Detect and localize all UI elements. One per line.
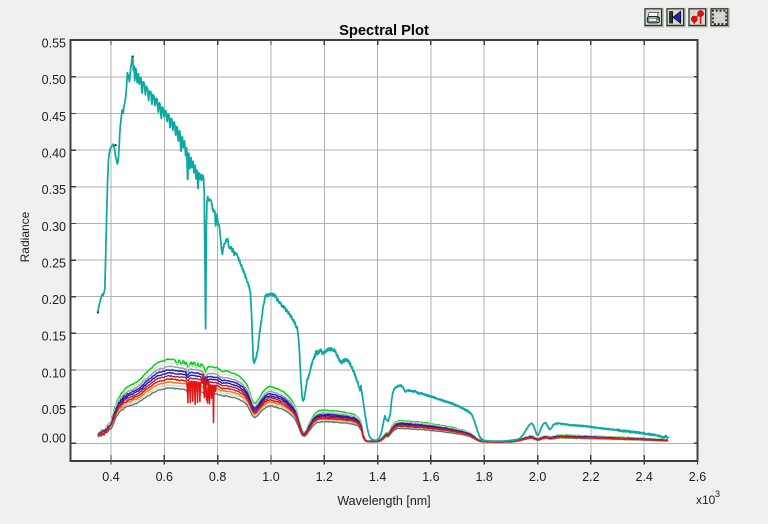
svg-text:1.4: 1.4 [369,470,386,484]
svg-text:0.35: 0.35 [42,183,66,197]
svg-text:0.6: 0.6 [156,470,173,484]
svg-text:2.6: 2.6 [689,470,706,484]
svg-text:0.8: 0.8 [209,470,226,484]
svg-text:0.45: 0.45 [42,110,66,124]
svg-text:0.05: 0.05 [42,403,66,417]
svg-text:0.30: 0.30 [42,220,66,234]
svg-text:0.20: 0.20 [42,293,66,307]
svg-text:0.40: 0.40 [42,147,66,161]
svg-text:Spectral Plot: Spectral Plot [339,23,429,39]
svg-text:0.4: 0.4 [102,470,119,484]
svg-text:1.0: 1.0 [262,470,279,484]
svg-text:1.6: 1.6 [422,470,439,484]
svg-text:0.25: 0.25 [42,256,66,270]
svg-text:0.00: 0.00 [42,432,66,446]
svg-text:Wavelength [nm]: Wavelength [nm] [337,494,430,508]
svg-text:0.10: 0.10 [42,366,66,380]
svg-text:0.15: 0.15 [42,330,66,344]
svg-text:2.2: 2.2 [582,470,599,484]
svg-text:0.55: 0.55 [42,37,66,51]
svg-text:x10: x10 [696,493,716,507]
svg-text:2.0: 2.0 [529,470,546,484]
svg-text:2.4: 2.4 [636,470,653,484]
svg-text:0.50: 0.50 [42,73,66,87]
svg-text:1.8: 1.8 [476,470,493,484]
svg-text:3: 3 [715,489,720,499]
svg-text:Radiance: Radiance [18,211,32,262]
svg-text:1.2: 1.2 [316,470,333,484]
